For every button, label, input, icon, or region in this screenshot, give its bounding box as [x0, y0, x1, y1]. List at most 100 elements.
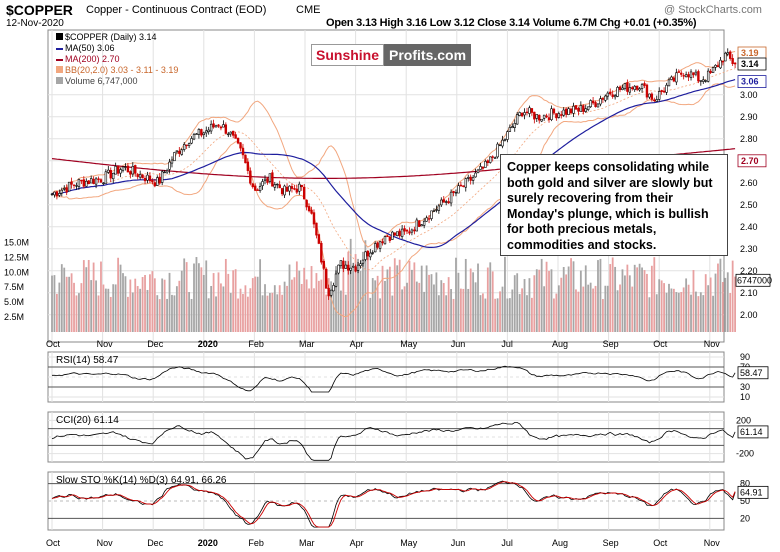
candle-body [361, 259, 365, 264]
volume-bar [73, 282, 75, 332]
candle-body [302, 187, 306, 200]
legend-bb: BB(20,2.0) 3.03 - 3.11 - 3.19 [56, 65, 178, 75]
candle-body [332, 285, 335, 292]
volume-bar [87, 259, 90, 332]
volume-bar [452, 298, 455, 332]
candle-body [440, 199, 443, 206]
x-tick-label-bottom: Sep [603, 538, 619, 548]
volume-bar [513, 275, 516, 332]
x-tick-label-bottom: Nov [97, 538, 114, 548]
volume-bar [677, 292, 680, 332]
volume-bar [80, 283, 83, 332]
volume-bar [114, 284, 117, 332]
candle-body [489, 156, 492, 163]
candle-body [158, 176, 161, 184]
candle-body [178, 150, 181, 154]
volume-bar [540, 258, 543, 332]
volume-bar [227, 273, 230, 332]
volume-bar [660, 280, 663, 332]
candle-body [550, 108, 553, 121]
candle-body [207, 129, 210, 132]
candle-body [180, 149, 183, 155]
candle-body [398, 230, 401, 237]
candle-body [268, 173, 272, 182]
volume-bar [161, 278, 164, 332]
candle-body [471, 177, 475, 181]
volume-bar [357, 258, 359, 332]
candle-body [653, 99, 656, 102]
volume-bar [420, 265, 423, 332]
volume-bar [212, 273, 215, 332]
volume-bar [183, 258, 186, 332]
volume-bar [626, 264, 629, 332]
volume-bar [665, 292, 668, 332]
volume-bar [144, 275, 146, 332]
candle-body [484, 161, 487, 168]
volume-bar [305, 279, 308, 332]
volume-bar [354, 254, 357, 332]
volume-bar [364, 240, 367, 332]
bb-upper-price-tag: 3.19 [741, 48, 759, 58]
volume-bar [207, 298, 210, 332]
candle-body [491, 156, 494, 158]
candle-body [102, 182, 105, 185]
candle-body [430, 210, 433, 219]
volume-bar [266, 295, 269, 332]
x-tick-label: Dec [147, 339, 164, 349]
volume-bar [75, 295, 78, 332]
candle-body [594, 102, 597, 107]
candle-body [143, 177, 147, 182]
candle-body [680, 72, 683, 75]
volume-bar [298, 270, 301, 332]
candle-body [538, 114, 541, 121]
candle-body [405, 229, 409, 232]
candle-body [408, 231, 411, 234]
candle-body [107, 169, 110, 173]
volume-bar [146, 289, 149, 332]
candle-body [520, 112, 524, 117]
candle-body [626, 82, 629, 92]
volume-bar [646, 273, 648, 332]
volume-bar [369, 297, 372, 332]
candle-body [518, 112, 521, 116]
x-tick-label-bottom: Mar [299, 538, 315, 548]
volume-bar [474, 282, 477, 332]
candle-body [190, 138, 193, 144]
legend-swatch-price [56, 33, 63, 40]
volume-bar [599, 258, 602, 332]
candle-body [229, 131, 232, 135]
volume-bar [58, 282, 61, 332]
candle-body [354, 266, 357, 272]
legend-main: $COPPER (Daily) 3.14 [56, 32, 157, 42]
ma200-price-tag: 2.70 [741, 156, 759, 166]
candle-body [138, 174, 142, 178]
candle-body [50, 193, 54, 196]
volume-bar [628, 275, 631, 332]
volume-bar [702, 295, 705, 332]
volume-bar [291, 279, 293, 332]
candle-body [200, 129, 203, 136]
price-tick-label: 2.40 [740, 222, 758, 232]
candle-body [185, 144, 188, 147]
volume-bar [70, 273, 73, 332]
candle-body [92, 178, 95, 185]
volume-bar [85, 267, 88, 332]
volume-bar [521, 288, 523, 332]
candle-body [716, 65, 720, 68]
candle-body [212, 123, 215, 128]
volume-bar [317, 280, 320, 332]
volume-bar [501, 286, 504, 332]
ohlc-summary: Open 3.13 High 3.16 Low 3.12 Close 3.14 … [326, 17, 697, 29]
volume-bar [530, 297, 533, 332]
volume-value-box [735, 273, 771, 287]
volume-bar [335, 266, 337, 332]
volume-bar [462, 288, 465, 332]
candle-body [589, 100, 592, 108]
volume-bar [589, 282, 592, 332]
candle-body [175, 150, 179, 153]
exchange: CME [296, 4, 321, 16]
candle-body [650, 93, 654, 100]
candle-body [479, 166, 482, 170]
candle-body [256, 189, 259, 191]
